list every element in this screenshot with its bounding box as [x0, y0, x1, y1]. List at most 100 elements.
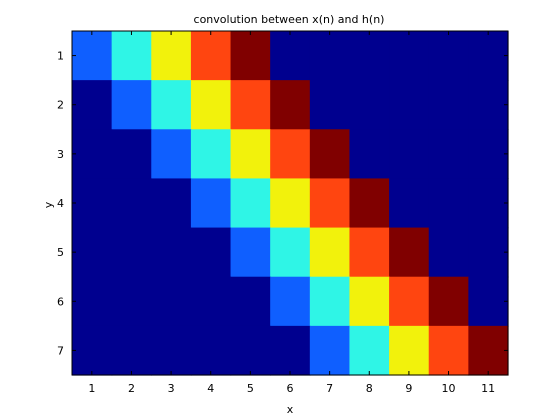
heatmap-cell: [389, 325, 430, 376]
chart-title: convolution between x(n) and h(n): [194, 13, 385, 26]
heatmap-cell: [309, 227, 351, 278]
heatmap-cell: [389, 129, 430, 180]
heatmap-cell: [349, 325, 390, 376]
heatmap-cell: [72, 325, 113, 376]
y-tick-label: 3: [57, 148, 64, 161]
heatmap-cell: [190, 178, 232, 229]
heatmap-cell: [72, 31, 113, 81]
heatmap-cell: [230, 325, 271, 376]
heatmap-cell: [111, 227, 152, 278]
heatmap-cell: [389, 227, 430, 278]
heatmap-cell: [428, 325, 469, 376]
heatmap-cell: [468, 31, 509, 81]
y-axis-label: y: [42, 201, 55, 208]
heatmap-cell: [349, 80, 390, 130]
heatmap-cell: [151, 227, 192, 278]
heatmap-cell: [190, 227, 232, 278]
heatmap-cell: [349, 31, 390, 81]
x-axis-label: x: [287, 403, 294, 416]
heatmap-cell: [151, 325, 192, 376]
heatmap-cell: [230, 178, 271, 229]
x-tick-label: 8: [366, 382, 373, 395]
y-tick-label: 2: [57, 99, 64, 112]
heatmap-cell: [270, 276, 311, 327]
y-tick-label: 4: [57, 197, 64, 210]
x-tick-label: 11: [481, 382, 495, 395]
heatmap-cell: [111, 325, 152, 376]
heatmap-cell: [230, 80, 271, 130]
heatmap-cell: [309, 129, 351, 180]
x-tick-label: 10: [442, 382, 456, 395]
heatmap-cell: [309, 31, 351, 81]
y-tick-label: 6: [57, 295, 64, 308]
heatmap-cell: [111, 31, 152, 81]
x-tick-label: 4: [207, 382, 214, 395]
heatmap-cell: [190, 276, 232, 327]
heatmap-cell: [190, 129, 232, 180]
x-tick-label: 7: [326, 382, 333, 395]
x-tick-label: 5: [247, 382, 254, 395]
heatmap-cell: [230, 129, 271, 180]
heatmap-cell: [72, 276, 113, 327]
heatmap-cell: [190, 80, 232, 130]
heatmap-cell: [428, 129, 469, 180]
heatmap-cell: [349, 129, 390, 180]
heatmap-cell: [270, 31, 311, 81]
heatmap-cell: [151, 80, 192, 130]
heatmap-cell: [72, 80, 113, 130]
heatmap-cell: [72, 178, 113, 229]
heatmap-cell: [468, 129, 509, 180]
y-axis-ticks: 1 2 3 4 5 6 7: [57, 50, 508, 357]
heatmap-cell: [230, 227, 271, 278]
heatmap-cell: [428, 80, 469, 130]
heatmap-cell: [309, 325, 351, 376]
heatmap-cell: [428, 276, 469, 327]
heatmap-cell: [270, 80, 311, 130]
heatmap-cell: [111, 178, 152, 229]
x-tick-label: 9: [405, 382, 412, 395]
heatmap-cell: [349, 178, 390, 229]
heatmap-cell: [468, 325, 509, 376]
heatmap-cell: [72, 129, 113, 180]
heatmap-cell: [270, 227, 311, 278]
x-tick-label: 1: [88, 382, 95, 395]
heatmap-cells: [72, 31, 509, 376]
y-tick-label: 7: [57, 344, 64, 357]
heatmap-cell: [151, 178, 192, 229]
heatmap-cell: [151, 276, 192, 327]
heatmap-cell: [151, 129, 192, 180]
heatmap-cell: [309, 80, 351, 130]
heatmap-cell: [230, 276, 271, 327]
x-tick-label: 2: [128, 382, 135, 395]
heatmap-cell: [190, 31, 232, 81]
heatmap-cell: [389, 31, 430, 81]
heatmap-cell: [151, 31, 192, 81]
heatmap-cell: [428, 227, 469, 278]
heatmap-cell: [468, 276, 509, 327]
heatmap-cell: [428, 178, 469, 229]
heatmap-cell: [111, 80, 152, 130]
heatmap-cell: [190, 325, 232, 376]
heatmap-cell: [270, 325, 311, 376]
heatmap-cell: [468, 178, 509, 229]
heatmap-cell: [270, 178, 311, 229]
y-tick-label: 1: [57, 50, 64, 63]
heatmap-cell: [111, 129, 152, 180]
heatmap-cell: [468, 227, 509, 278]
x-axis-ticks: 1 2 3 4 5 6 7 8 9 10 11: [88, 31, 495, 395]
heatmap-cell: [230, 31, 271, 81]
heatmap-cell: [428, 31, 469, 81]
x-tick-label: 3: [168, 382, 175, 395]
y-tick-label: 5: [57, 246, 64, 259]
heatmap-cell: [111, 276, 152, 327]
heatmap-cell: [72, 227, 113, 278]
heatmap-cell: [349, 276, 390, 327]
heatmap-cell: [309, 178, 351, 229]
heatmap-cell: [468, 80, 509, 130]
heatmap-cell: [389, 80, 430, 130]
heatmap-cell: [309, 276, 351, 327]
heatmap-cell: [270, 129, 311, 180]
heatmap-cell: [349, 227, 390, 278]
heatmap-cell: [389, 276, 430, 327]
